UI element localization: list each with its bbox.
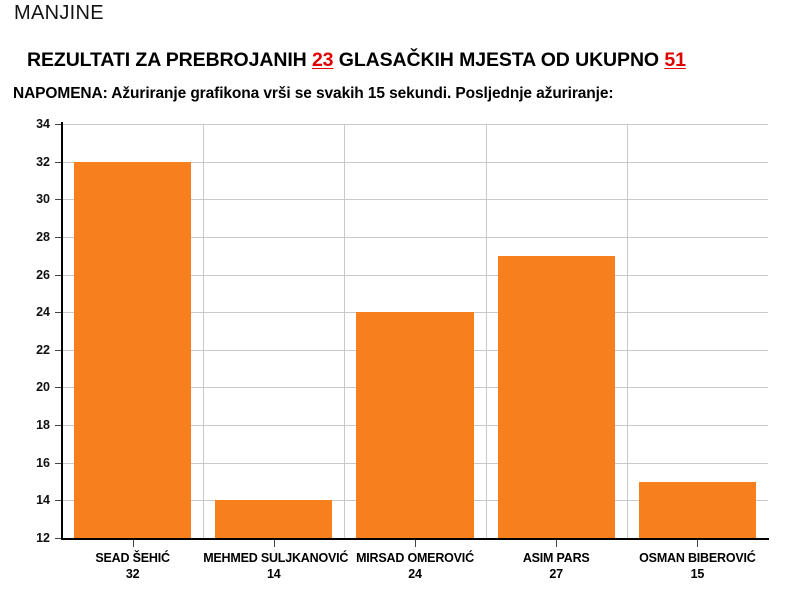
y-tick-mark	[55, 274, 61, 276]
y-tick-label: 28	[0, 231, 50, 244]
y-tick-label: 14	[0, 494, 50, 507]
y-tick-label-text: 30	[36, 192, 50, 207]
results-heading-part2: GLASAČKIH MJESTA OD UKUPNO	[333, 49, 665, 71]
x-tick-mark	[133, 540, 134, 547]
category-label: ASIM PARS 27	[486, 551, 627, 582]
bar[interactable]	[215, 500, 333, 538]
y-tick-mark	[55, 500, 61, 502]
y-tick-label: 22	[0, 344, 50, 357]
gridline-vertical	[203, 124, 204, 538]
y-tick-label-text: 34	[36, 117, 50, 131]
y-tick-label-text: 14	[36, 493, 50, 508]
y-tick-label-text: 16	[36, 455, 50, 470]
y-tick-mark	[55, 538, 61, 539]
update-note: NAPOMENA: Ažuriranje grafikona vrši se s…	[13, 85, 614, 102]
x-tick-mark	[415, 540, 416, 547]
gridline-vertical	[486, 124, 487, 538]
gridline-horizontal	[62, 274, 768, 276]
y-tick-mark	[55, 199, 61, 201]
x-axis-line	[61, 538, 769, 540]
candidate-value: 27	[549, 566, 563, 581]
gridline-horizontal	[62, 236, 768, 238]
results-heading: REZULTATI ZA PREBROJANIH 23 GLASAČKIH MJ…	[27, 49, 690, 72]
category-label: OSMAN BIBEROVIĆ 15	[627, 551, 768, 582]
page-header: MANJINE REZULTATI ZA PREBROJANIH 23 GLAS…	[0, 0, 805, 118]
bar[interactable]	[638, 481, 756, 538]
y-tick-label: 12	[0, 532, 50, 545]
candidate-value: 24	[408, 566, 422, 581]
y-tick-mark	[55, 236, 61, 238]
y-tick-label: 20	[0, 381, 50, 394]
y-tick-mark	[55, 349, 61, 351]
y-axis-line	[61, 122, 63, 540]
y-tick-label: 24	[0, 306, 50, 319]
x-tick-mark	[556, 540, 557, 547]
y-tick-label-text: 20	[36, 380, 50, 395]
category-label: SEAD ŠEHIĆ 32	[62, 551, 203, 582]
bar[interactable]	[497, 255, 615, 538]
bar[interactable]	[356, 312, 474, 538]
y-tick-label: 30	[0, 193, 50, 206]
y-tick-label-text: 26	[36, 267, 50, 282]
y-tick-label-text: 32	[36, 154, 50, 169]
y-tick-label: 26	[0, 269, 50, 282]
y-tick-mark	[55, 312, 61, 314]
y-tick-label-text: 12	[36, 531, 50, 545]
y-tick-mark	[55, 462, 61, 464]
y-tick-label-text: 22	[36, 342, 50, 357]
y-tick-label: 18	[0, 419, 50, 432]
y-tick-mark	[55, 124, 61, 125]
y-tick-label: 34	[0, 118, 50, 131]
candidate-name: ASIM PARS	[522, 551, 590, 565]
results-heading-part1: REZULTATI ZA PREBROJANIH	[27, 49, 312, 71]
y-tick-mark	[55, 387, 61, 389]
y-tick-label-text: 28	[36, 229, 50, 244]
x-tick-mark	[697, 540, 698, 547]
y-tick-label: 32	[0, 156, 50, 169]
y-tick-label-text: 18	[36, 418, 50, 433]
y-tick-mark	[55, 425, 61, 427]
gridline-horizontal	[62, 124, 768, 125]
candidate-name: MIRSAD OMEROVIĆ	[356, 551, 474, 565]
category-label: MEHMED SULJKANOVIĆ 14	[203, 551, 348, 582]
candidate-value: 14	[267, 566, 281, 581]
section-title: MANJINE	[14, 2, 104, 24]
gridline-horizontal	[62, 199, 768, 201]
candidate-value: 15	[690, 566, 705, 581]
candidate-name: SEAD ŠEHIĆ	[95, 551, 170, 565]
total-stations-value: 51	[664, 49, 686, 71]
x-tick-mark	[274, 540, 275, 547]
y-tick-mark	[55, 161, 61, 163]
y-tick-label: 16	[0, 457, 50, 470]
candidate-name: MEHMED SULJKANOVIĆ	[203, 551, 349, 565]
counted-stations-value: 23	[311, 49, 334, 71]
gridline-horizontal	[62, 161, 768, 163]
gridline-vertical	[344, 124, 345, 538]
y-tick-label-text: 24	[36, 305, 50, 320]
candidate-name: OSMAN BIBEROVIĆ	[639, 551, 756, 565]
bar[interactable]	[74, 161, 192, 538]
category-label: MIRSAD OMEROVIĆ 24	[344, 551, 485, 582]
gridline-vertical	[627, 124, 628, 538]
candidate-value: 32	[125, 566, 140, 581]
